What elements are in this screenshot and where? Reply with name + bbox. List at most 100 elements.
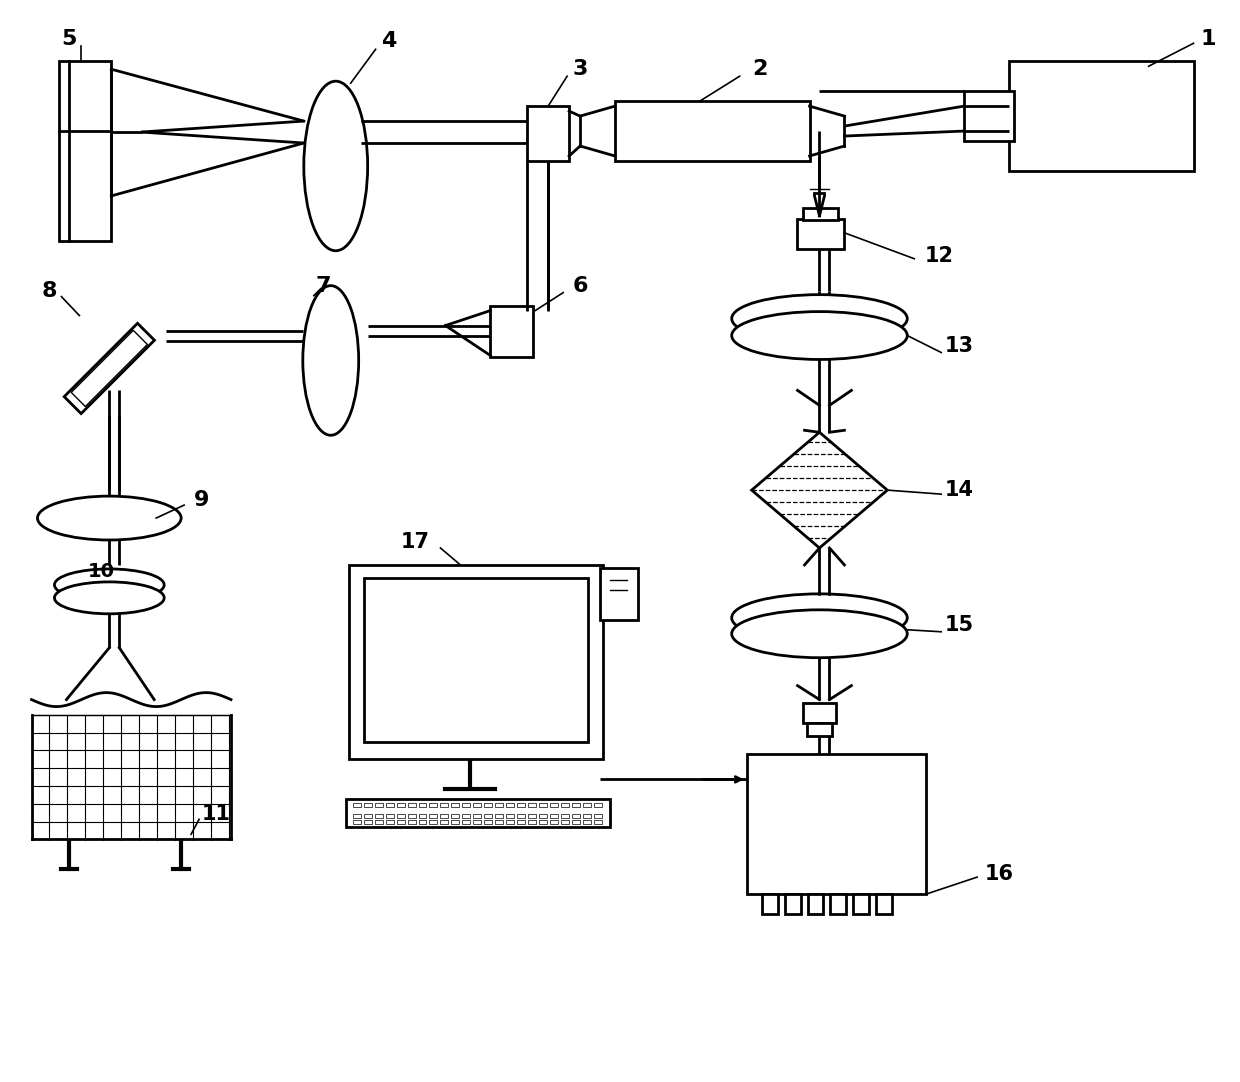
Bar [397, 820, 404, 824]
Polygon shape [751, 433, 888, 547]
Bar [419, 820, 427, 824]
Bar [551, 820, 558, 824]
Text: 15: 15 [945, 615, 973, 635]
Bar [474, 820, 481, 824]
Polygon shape [64, 324, 155, 413]
Bar [386, 815, 393, 818]
Bar [785, 894, 801, 914]
Bar [562, 815, 569, 818]
Ellipse shape [304, 81, 367, 251]
Bar [440, 815, 449, 818]
Ellipse shape [55, 569, 164, 601]
Bar [363, 578, 588, 742]
Bar [796, 219, 844, 249]
Bar [451, 820, 459, 824]
Bar [419, 815, 427, 818]
Bar [495, 815, 503, 818]
Text: 16: 16 [985, 865, 1013, 884]
Bar [506, 820, 515, 824]
Bar [594, 820, 603, 824]
Bar [495, 803, 503, 807]
Text: 17: 17 [401, 532, 430, 552]
Bar [517, 815, 526, 818]
Bar [615, 101, 810, 161]
Bar [490, 305, 533, 357]
Bar [463, 803, 470, 807]
Text: 7: 7 [315, 276, 331, 295]
Bar [746, 754, 926, 894]
Bar [965, 91, 1014, 141]
Text: 10: 10 [88, 563, 115, 581]
Text: 1: 1 [1200, 29, 1216, 50]
Bar [474, 803, 481, 807]
Text: 13: 13 [945, 335, 973, 356]
Bar [374, 803, 383, 807]
Bar [348, 565, 603, 760]
Bar [440, 820, 449, 824]
Bar [485, 815, 492, 818]
Bar [583, 803, 591, 807]
Bar [429, 820, 438, 824]
Bar [539, 820, 547, 824]
Bar [397, 815, 404, 818]
Bar [761, 894, 777, 914]
Bar [408, 820, 415, 824]
Bar [517, 803, 526, 807]
Ellipse shape [55, 582, 164, 613]
Bar [1009, 62, 1194, 171]
Bar [583, 815, 591, 818]
Bar [802, 208, 838, 220]
Text: 11: 11 [202, 804, 231, 824]
Bar [807, 894, 823, 914]
Bar [506, 803, 515, 807]
Ellipse shape [303, 286, 358, 435]
Bar [60, 62, 112, 241]
Bar [429, 815, 438, 818]
Text: 2: 2 [751, 60, 768, 79]
Bar [363, 803, 372, 807]
Bar [806, 723, 832, 737]
Bar [831, 894, 847, 914]
Text: 9: 9 [193, 490, 208, 510]
Bar [495, 820, 503, 824]
Bar [594, 803, 603, 807]
Bar [386, 803, 393, 807]
Bar [451, 803, 459, 807]
Text: 12: 12 [925, 246, 954, 266]
Bar [408, 815, 415, 818]
Bar [429, 803, 438, 807]
Bar [485, 803, 492, 807]
Text: 3: 3 [573, 60, 588, 79]
Text: 6: 6 [573, 276, 588, 295]
Bar [517, 820, 526, 824]
Bar [802, 702, 837, 723]
Bar [363, 815, 372, 818]
Bar [594, 815, 603, 818]
Ellipse shape [37, 497, 181, 540]
Bar [397, 803, 404, 807]
Bar [572, 820, 580, 824]
Bar [572, 803, 580, 807]
Text: 4: 4 [381, 31, 397, 51]
Text: 14: 14 [945, 480, 973, 500]
Bar [485, 820, 492, 824]
Bar [562, 820, 569, 824]
Bar [853, 894, 869, 914]
Bar [528, 803, 536, 807]
Bar [562, 803, 569, 807]
Bar [506, 815, 515, 818]
Bar [528, 820, 536, 824]
Polygon shape [71, 330, 148, 407]
Bar [374, 815, 383, 818]
Ellipse shape [732, 594, 908, 642]
Ellipse shape [732, 312, 908, 359]
Text: 8: 8 [42, 280, 57, 301]
Bar [572, 815, 580, 818]
Bar [419, 803, 427, 807]
Bar [551, 803, 558, 807]
Ellipse shape [732, 294, 908, 343]
Bar [408, 803, 415, 807]
Bar [346, 800, 610, 828]
Ellipse shape [732, 610, 908, 658]
Bar [877, 894, 893, 914]
